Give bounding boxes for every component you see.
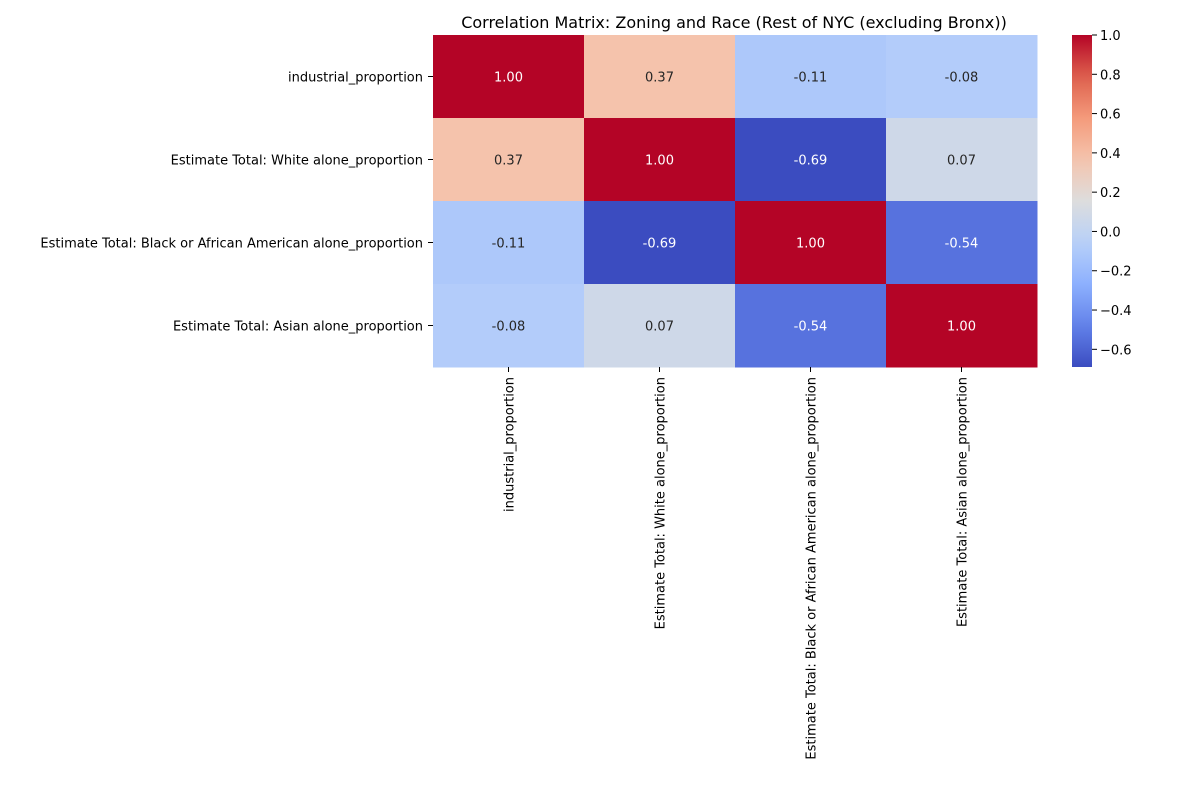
- heatmap-cell: [584, 284, 736, 368]
- colorbar-tick-label: −0.4: [1100, 304, 1132, 319]
- colorbar-tick-label: 0.2: [1100, 186, 1121, 201]
- chart-title: Correlation Matrix: Zoning and Race (Res…: [461, 13, 1007, 32]
- cell-value-label: -0.11: [492, 237, 526, 252]
- heatmap-cell: [584, 201, 736, 285]
- column-label: Estimate Total: Asian alone_proportion: [956, 377, 971, 627]
- colorbar-tick-label: 0.0: [1100, 225, 1121, 240]
- colorbar-tick-label: −0.6: [1100, 343, 1132, 358]
- heatmap-cell: [735, 284, 887, 368]
- column-label: Estimate Total: Black or African America…: [805, 377, 820, 760]
- cell-value-label: 0.07: [645, 320, 674, 335]
- colorbar-tick-label: 0.8: [1100, 68, 1121, 83]
- heatmap-cell: [584, 118, 736, 202]
- heatmap-cell: [433, 284, 585, 368]
- heatmap-cell: [433, 35, 585, 119]
- cell-value-label: -0.69: [794, 154, 828, 169]
- heatmap-cell: [886, 35, 1038, 119]
- row-label: industrial_proportion: [288, 71, 423, 86]
- row-labels: industrial_proportion Estimate Total: Whi…: [40, 71, 433, 335]
- heatmap-cell: [735, 35, 887, 119]
- cell-value-label: -0.11: [794, 71, 828, 86]
- colorbar-tick-label: 0.4: [1100, 147, 1121, 162]
- cell-value-label: 0.37: [494, 154, 523, 169]
- cell-value-label: -0.54: [794, 320, 828, 335]
- heatmap-cell: [735, 201, 887, 285]
- heatmap-cell: [886, 284, 1038, 368]
- heatmap-cell: [886, 118, 1038, 202]
- row-label: Estimate Total: Asian alone_proportion: [173, 320, 423, 335]
- cell-value-label: 1.00: [494, 71, 523, 86]
- heatmap-cell: [735, 118, 887, 202]
- heatmap-cells: 1.00 0.37 -0.11 -0.08 0.37 1.00 -0.69 0.07 -0.11…: [433, 35, 1038, 368]
- colorbar-tick-label: −0.2: [1100, 265, 1132, 280]
- heatmap-cell: [433, 118, 585, 202]
- cell-value-label: 1.00: [796, 237, 825, 252]
- colorbar-gradient: [1072, 35, 1092, 367]
- cell-value-label: -0.69: [643, 237, 677, 252]
- cell-value-label: 0.07: [947, 154, 976, 169]
- cell-value-label: 1.00: [645, 154, 674, 169]
- row-label: Estimate Total: White alone_proportion: [171, 154, 423, 169]
- heatmap-cell: [433, 201, 585, 285]
- cell-value-label: 1.00: [947, 320, 976, 335]
- heatmap-cell: [886, 201, 1038, 285]
- column-label: Estimate Total: White alone_proportion: [654, 377, 669, 629]
- colorbar-tick-label: 0.6: [1100, 108, 1121, 123]
- heatmap-cell: [584, 35, 736, 119]
- column-labels: industrial_proportion Estimate Total: Whi…: [503, 367, 971, 760]
- column-label: industrial_proportion: [503, 377, 518, 512]
- colorbar-tick-label: 1.0: [1100, 29, 1121, 44]
- cell-value-label: -0.08: [492, 320, 526, 335]
- cell-value-label: -0.08: [945, 71, 979, 86]
- colorbar: −0.6 −0.4 −0.2 0.0 0.2 0.4 0.6 0.8 1.0: [1072, 29, 1132, 367]
- cell-value-label: 0.37: [645, 71, 674, 86]
- cell-value-label: -0.54: [945, 237, 979, 252]
- row-label: Estimate Total: Black or African America…: [40, 237, 423, 252]
